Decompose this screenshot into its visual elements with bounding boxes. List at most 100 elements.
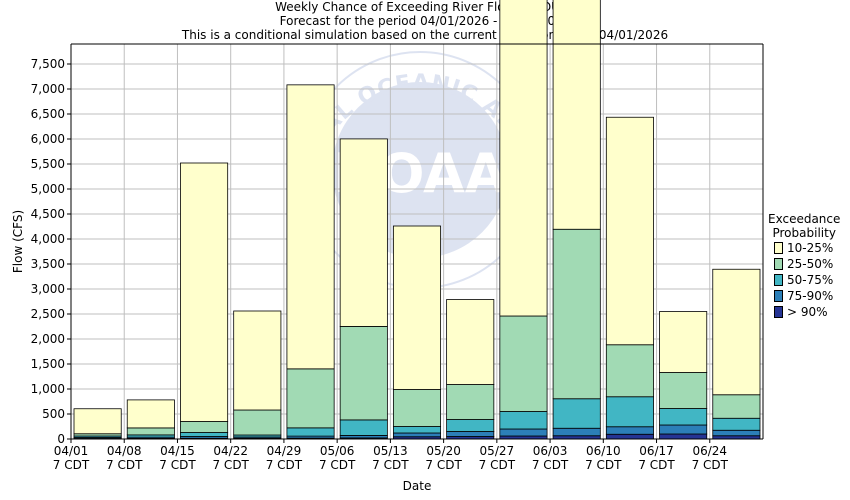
legend-item: > 90% <box>774 304 840 320</box>
y-tick-label: 5,500 <box>31 157 65 171</box>
bar-10-25-05-27 <box>499 0 548 317</box>
bar-50-75-05-13 <box>392 426 442 434</box>
x-tick-label: 06/03 <box>533 444 568 458</box>
legend-item: 10-25% <box>774 240 840 256</box>
x-tick-sublabel: 7 CDT <box>479 458 516 472</box>
bar-10-25-04-22 <box>233 310 282 411</box>
bar-75-90-05-13 <box>392 432 442 438</box>
x-tick-label: 04/01 <box>54 444 89 458</box>
chart-subtitle: Forecast for the period 04/01/2026 - 06/… <box>279 14 571 28</box>
bar-25-50-04-08 <box>126 427 175 436</box>
x-tick-sublabel: 7 CDT <box>425 458 462 472</box>
bar-25-50-05-06 <box>339 325 388 421</box>
bar-10-25-05-13 <box>392 225 442 390</box>
y-tick-label: 4,500 <box>31 207 65 221</box>
bar-10-25-06-03 <box>552 0 601 230</box>
y-tick-label: 7,000 <box>31 82 65 96</box>
x-tick-label: 05/13 <box>373 444 408 458</box>
legend-swatch <box>774 290 783 302</box>
bar-50-75-05-06 <box>339 419 388 436</box>
x-tick-sublabel: 7 CDT <box>212 458 249 472</box>
bar-25-50-06-24 <box>712 394 761 419</box>
legend-label: 10-25% <box>787 241 834 255</box>
y-tick-label: 0 <box>57 432 65 446</box>
bar-50-75-05-20 <box>446 419 495 432</box>
x-tick-sublabel: 7 CDT <box>53 458 90 472</box>
x-tick-label: 06/17 <box>639 444 674 458</box>
bar-25-50-05-20 <box>446 384 495 420</box>
bar-10-25-04-29 <box>286 84 335 370</box>
legend-title-line-1: Exceedance <box>768 212 841 226</box>
y-tick-label: 3,000 <box>31 282 65 296</box>
y-tick-label: 6,000 <box>31 132 65 146</box>
bar-25-50-06-03 <box>552 228 601 400</box>
bar-25-50-05-13 <box>392 389 442 427</box>
x-tick-sublabel: 7 CDT <box>585 458 622 472</box>
x-tick-label: 05/06 <box>320 444 355 458</box>
bar-75-90-06-24 <box>712 429 761 437</box>
y-tick-label: 2,500 <box>31 307 65 321</box>
bar-25-50-06-17 <box>659 372 708 409</box>
bar-50-75-04-15 <box>180 432 229 437</box>
legend-label: > 90% <box>787 305 828 319</box>
bar-50-75-05-27 <box>499 411 548 430</box>
bar-75-90-06-17 <box>659 424 708 435</box>
bar-50-75-06-10 <box>605 396 654 428</box>
legend-item: 75-90% <box>774 288 840 304</box>
bar-25-50-04-15 <box>180 421 229 433</box>
bar-25-50-06-10 <box>605 344 654 398</box>
y-tick-label: 1,000 <box>31 382 65 396</box>
y-tick-label: 3,500 <box>31 257 65 271</box>
legend-swatch <box>774 274 783 286</box>
bar-10-25-04-08 <box>126 399 175 429</box>
legend-item: 50-75% <box>774 272 840 288</box>
x-tick-sublabel: 7 CDT <box>692 458 729 472</box>
legend: Exceedance Probability 10-25% 25-50% 50-75… <box>768 212 840 320</box>
bar-10-25-04-15 <box>180 162 229 422</box>
bar-10-25-05-20 <box>446 299 495 385</box>
bar-75-90-05-27 <box>499 428 548 437</box>
x-tick-label: 04/15 <box>160 444 195 458</box>
x-axis-label: Date <box>403 479 432 493</box>
legend-label: 25-50% <box>787 257 834 271</box>
bar-10-25-05-06 <box>339 138 388 327</box>
y-tick-label: 4,000 <box>31 232 65 246</box>
x-tick-sublabel: 7 CDT <box>159 458 196 472</box>
bar-75-90-05-20 <box>446 431 495 437</box>
bar-10-25-06-17 <box>659 311 708 373</box>
x-tick-label: 04/22 <box>213 444 248 458</box>
bar-75-90-06-03 <box>552 427 601 437</box>
legend-swatch <box>774 242 783 254</box>
x-tick-label: 06/24 <box>692 444 727 458</box>
legend-label: 50-75% <box>787 273 834 287</box>
bar-25-50-05-27 <box>499 315 548 412</box>
bar-50-75-04-29 <box>286 427 335 437</box>
bar-90-06-10 <box>605 433 654 440</box>
legend-swatch <box>774 306 783 318</box>
bar-50-75-06-03 <box>552 398 601 429</box>
bar-90-06-17 <box>659 433 708 440</box>
y-tick-label: 2,000 <box>31 332 65 346</box>
legend-item: 25-50% <box>774 256 840 272</box>
bar-75-90-06-10 <box>605 426 654 435</box>
x-tick-label: 04/29 <box>267 444 302 458</box>
x-tick-sublabel: 7 CDT <box>106 458 143 472</box>
x-tick-sublabel: 7 CDT <box>638 458 675 472</box>
y-tick-label: 1,500 <box>31 357 65 371</box>
y-axis-label: Flow (CFS) <box>11 210 25 273</box>
x-tick-label: 04/08 <box>107 444 142 458</box>
y-tick-label: 500 <box>42 407 65 421</box>
bar-10-25-06-24 <box>712 268 761 396</box>
x-tick-sublabel: 7 CDT <box>372 458 409 472</box>
y-tick-label: 5,000 <box>31 182 65 196</box>
x-tick-label: 05/27 <box>480 444 515 458</box>
legend-label: 75-90% <box>787 289 834 303</box>
y-tick-label: 6,500 <box>31 107 65 121</box>
bar-10-25-06-10 <box>605 116 654 346</box>
bar-25-50-04-29 <box>286 368 335 429</box>
x-tick-sublabel: 7 CDT <box>532 458 569 472</box>
bar-10-25-04-01 <box>73 408 122 435</box>
legend-title-line-2: Probability <box>772 226 836 240</box>
x-tick-sublabel: 7 CDT <box>319 458 356 472</box>
